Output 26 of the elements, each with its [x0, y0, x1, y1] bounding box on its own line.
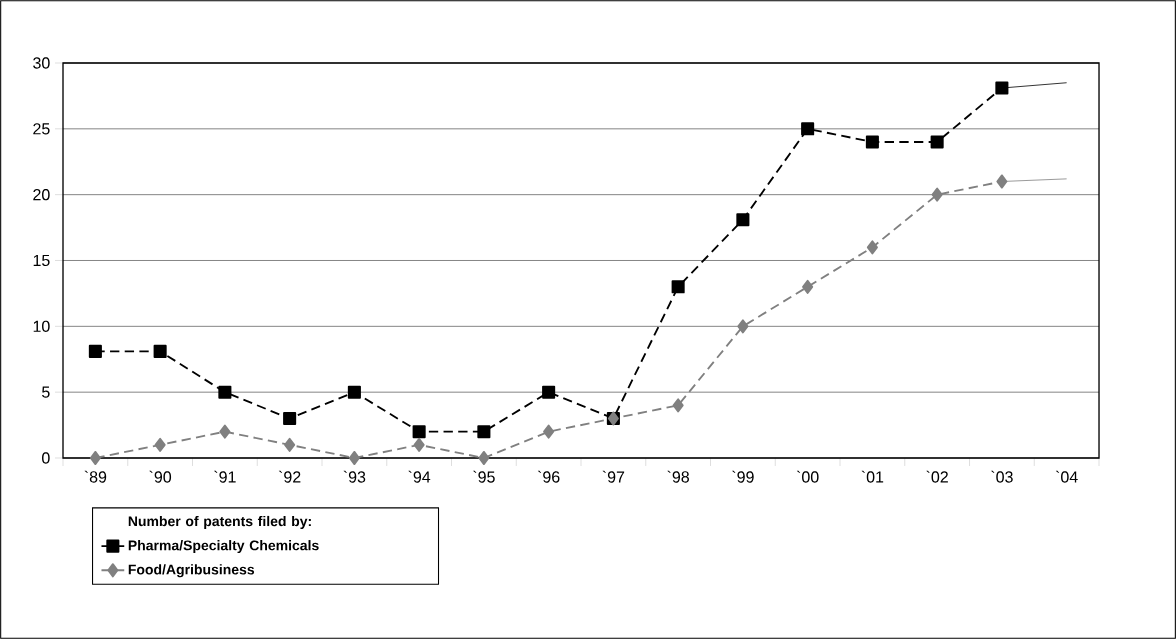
- x-tick-label: `90: [149, 470, 172, 483]
- x-tick-label: `02: [926, 470, 948, 483]
- x-tick-label: `00: [796, 470, 819, 483]
- legend-title: Number of patents filed by:: [128, 515, 311, 529]
- y-tick-label: 25: [33, 123, 50, 135]
- y-tick-label: 30: [33, 57, 50, 69]
- y-tick-label: 20: [33, 189, 50, 201]
- x-tick-label: `95: [473, 470, 495, 483]
- x-tick-label: `97: [602, 470, 625, 483]
- x-tick-label: `99: [732, 470, 754, 483]
- x-tick-label: `92: [278, 470, 301, 483]
- y-tick-label: 15: [33, 254, 50, 267]
- x-tick-label: `89: [84, 470, 107, 483]
- x-tick-label: `94: [408, 470, 431, 483]
- legend-label: Food/Agribusiness: [128, 564, 255, 578]
- y-tick-label: 5: [42, 386, 50, 398]
- x-tick-label: `93: [343, 470, 366, 483]
- x-tick-label: `98: [667, 470, 689, 483]
- legend-label: Pharma/Specialty Chemicals: [128, 540, 319, 554]
- y-tick-label: 10: [33, 320, 50, 332]
- x-tick-label: `03: [991, 470, 1013, 483]
- x-tick-label: `01: [861, 470, 884, 483]
- y-tick-label: 0: [42, 452, 50, 464]
- x-tick-label: `91: [214, 470, 236, 483]
- x-tick-label: `04: [1055, 470, 1078, 483]
- x-tick-label: `96: [537, 470, 560, 483]
